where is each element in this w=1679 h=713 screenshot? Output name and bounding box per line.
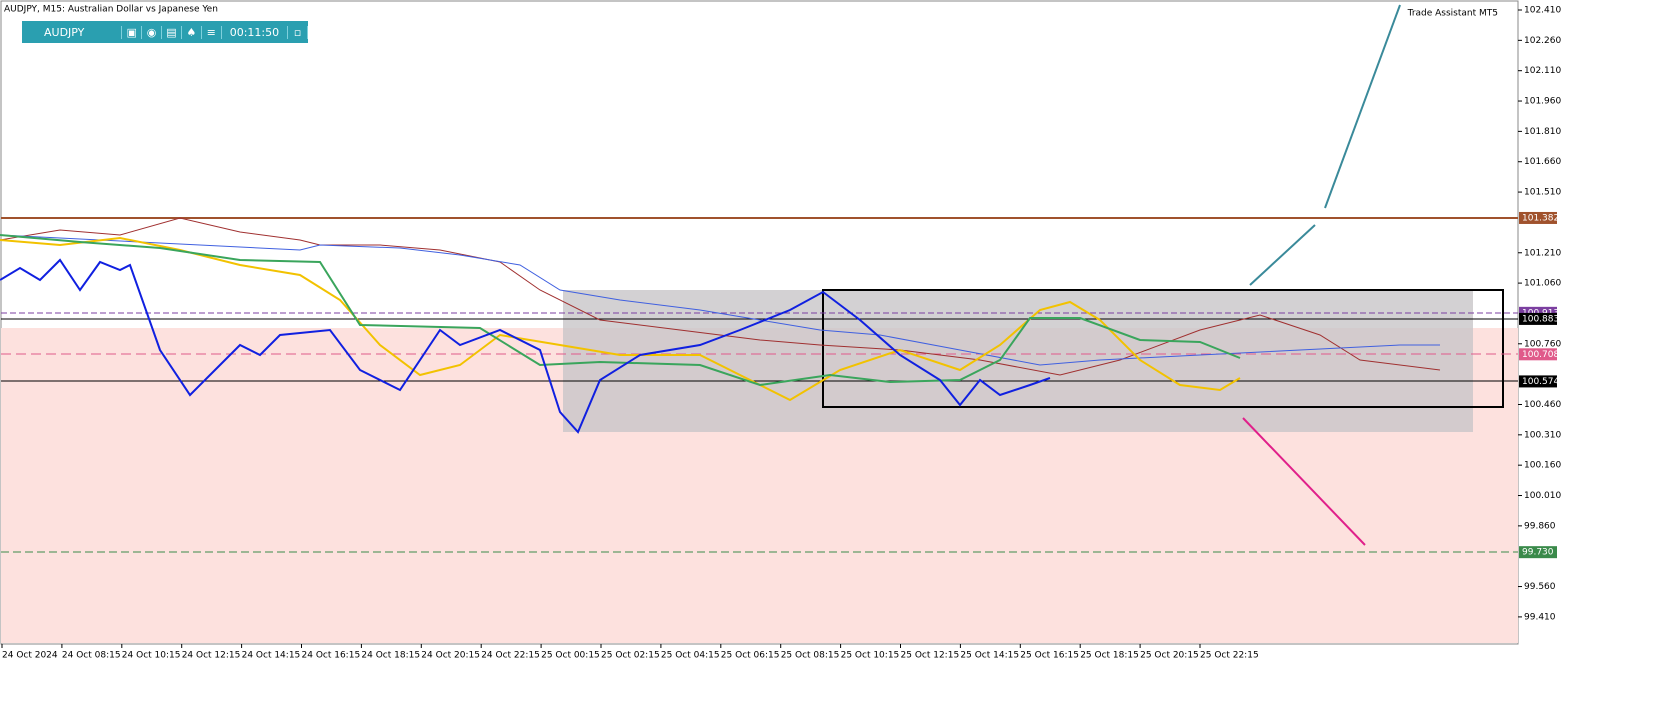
- arrow-down: [1242, 417, 1366, 546]
- time-label: 24 Oct 20:15: [421, 651, 480, 661]
- window-title: AUDJPY, M15: Australian Dollar vs Japane…: [4, 5, 218, 15]
- price-label: 100.460: [1524, 400, 1561, 410]
- time-label: 25 Oct 12:15: [901, 651, 960, 661]
- price-label: 102.410: [1524, 6, 1561, 16]
- symbol-select[interactable]: AUDJPY: [22, 25, 123, 39]
- price-tag-label: 101.382: [1522, 213, 1559, 223]
- price-label: 100.310: [1524, 430, 1561, 440]
- toolbar: AUDJPY ▣ ◉ ▤ ♠ ≡ 00:11:50 ▫: [22, 21, 309, 43]
- cloud-b: [0, 234, 1440, 366]
- price-tag-label: 100.574: [1522, 377, 1559, 387]
- price-label: 102.110: [1524, 66, 1561, 76]
- price-label: 99.860: [1524, 521, 1556, 531]
- time-label: 25 Oct 08:15: [781, 651, 840, 661]
- price-label: 100.160: [1524, 461, 1561, 471]
- time-label: 24 Oct 16:15: [302, 651, 361, 661]
- price-tag: [1519, 348, 1557, 361]
- time-label: 25 Oct 20:15: [1140, 651, 1199, 661]
- price-label: 100.010: [1524, 491, 1561, 501]
- ma-fast: [0, 236, 1241, 402]
- time-label: 25 Oct 04:15: [661, 651, 720, 661]
- time-label: 25 Oct 00:15: [541, 651, 600, 661]
- time-label: 24 Oct 10:15: [122, 651, 181, 661]
- price-label: 101.960: [1524, 97, 1561, 107]
- time-label: 25 Oct 22:15: [1200, 651, 1259, 661]
- time-label: 24 Oct 14:15: [242, 651, 301, 661]
- cloud-a: [0, 217, 1441, 376]
- price-tag: [1519, 546, 1557, 559]
- time-label: 24 Oct 2024: [2, 651, 58, 661]
- price-tag-label: 100.883: [1522, 314, 1559, 324]
- arrow-up: [1324, 4, 1401, 209]
- menu-button[interactable]: ≡: [202, 25, 222, 39]
- price-label: 100.760: [1524, 339, 1561, 349]
- time-label: 24 Oct 08:15: [62, 651, 121, 661]
- price-label: 101.210: [1524, 248, 1561, 258]
- arrow-up: [1249, 224, 1316, 286]
- price-line: [0, 258, 1051, 434]
- time-label: 25 Oct 18:15: [1080, 651, 1139, 661]
- price-label: 102.260: [1524, 36, 1561, 46]
- price-tag-label: 99.730: [1522, 548, 1554, 558]
- price-tag: [1519, 312, 1557, 325]
- price-tag: [1519, 211, 1557, 224]
- assistant-label: Trade Assistant MT5: [1407, 9, 1498, 19]
- price-label: 101.810: [1524, 127, 1561, 137]
- time-label: 24 Oct 22:15: [481, 651, 540, 661]
- time-label: 25 Oct 14:15: [960, 651, 1019, 661]
- timer: 00:11:50: [222, 25, 289, 39]
- screenshot-button[interactable]: ▣: [122, 25, 143, 39]
- alert-button[interactable]: ♠: [182, 25, 202, 39]
- price-label: 99.560: [1524, 582, 1556, 592]
- time-label: 24 Oct 18:15: [361, 651, 420, 661]
- price-label: 101.660: [1524, 157, 1561, 167]
- price-label: 101.060: [1524, 279, 1561, 289]
- calendar-button[interactable]: ▤: [162, 25, 182, 39]
- time-label: 25 Oct 06:15: [721, 651, 780, 661]
- price-label: 99.410: [1524, 612, 1556, 622]
- time-label: 25 Oct 02:15: [601, 651, 660, 661]
- window-button[interactable]: ▫: [288, 25, 309, 39]
- price-tag-label: 100.708: [1522, 350, 1559, 360]
- ma-slow: [0, 234, 1241, 387]
- time-label: 25 Oct 16:15: [1020, 651, 1079, 661]
- time-label: 24 Oct 12:15: [182, 651, 241, 661]
- view-button[interactable]: ◉: [142, 25, 163, 39]
- price-tag: [1519, 375, 1557, 388]
- range-frame: [822, 289, 1504, 408]
- time-label: 25 Oct 10:15: [841, 651, 900, 661]
- price-label: 101.510: [1524, 188, 1561, 198]
